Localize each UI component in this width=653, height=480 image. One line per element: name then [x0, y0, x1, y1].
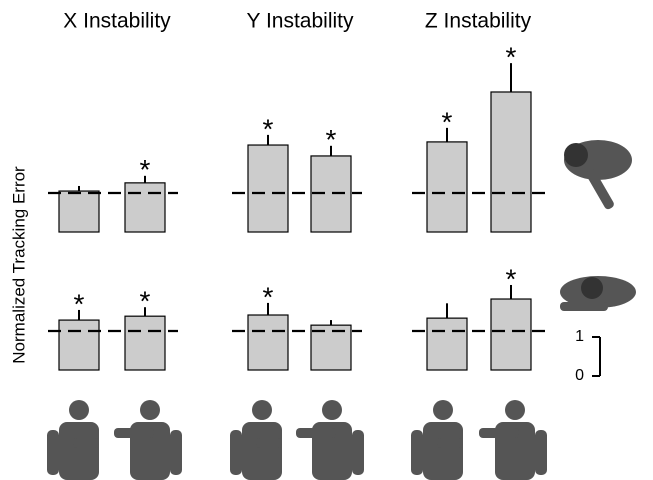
bar [125, 316, 165, 370]
significance-marker: * [506, 263, 517, 294]
significance-marker: * [326, 124, 337, 155]
bar [59, 191, 99, 232]
bar [427, 318, 467, 370]
significance-marker: * [263, 113, 274, 144]
significance-marker: * [140, 286, 151, 317]
figure: Normalized Tracking Error X Instability *… [0, 0, 653, 480]
scale-tick-label: 0 [575, 367, 584, 384]
bar [59, 320, 99, 370]
significance-marker: * [140, 154, 151, 185]
bar [427, 142, 467, 232]
significance-marker: * [442, 106, 453, 137]
significance-marker: * [506, 42, 517, 73]
bar [248, 315, 288, 370]
bar [248, 145, 288, 232]
bar [125, 183, 165, 232]
y-axis-label: Normalized Tracking Error [9, 166, 28, 364]
bar [491, 299, 531, 370]
significance-marker: * [74, 288, 85, 319]
panel-title: Y Instability [247, 10, 354, 33]
bar [491, 92, 531, 232]
panel-title: X Instability [63, 10, 171, 33]
significance-marker: * [263, 281, 274, 312]
panel-title: Z Instability [425, 10, 532, 33]
scale-tick-label: 1 [575, 328, 584, 345]
